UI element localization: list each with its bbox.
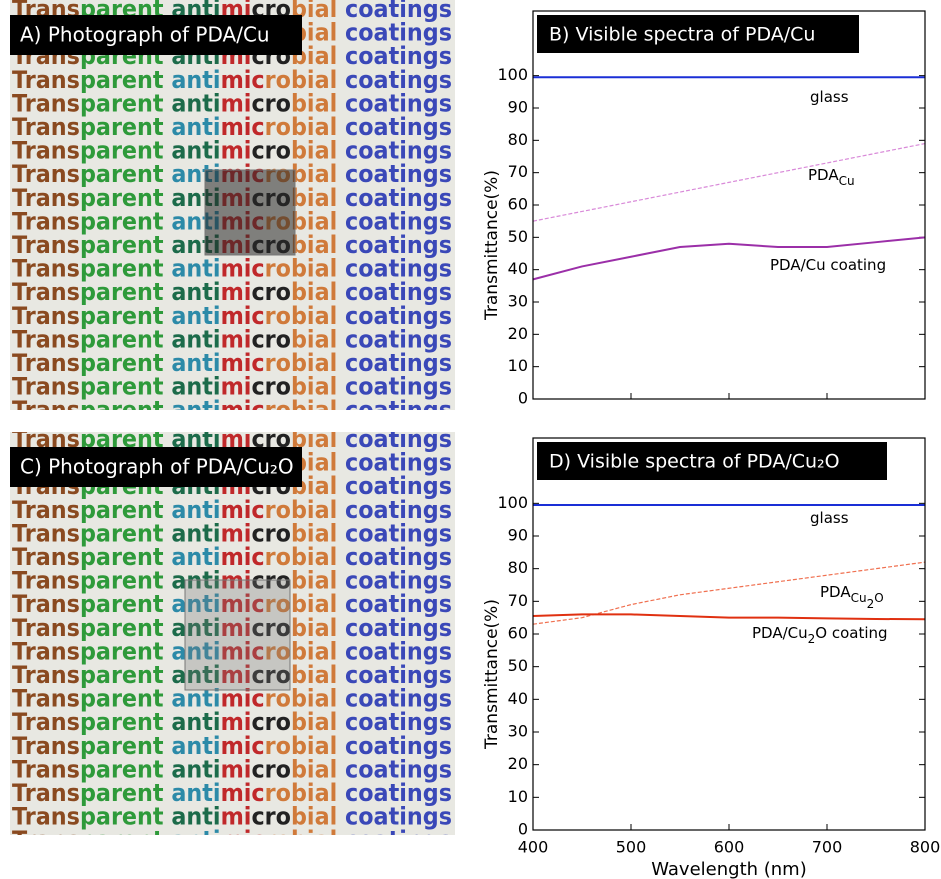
- y-tick-label: 40: [508, 689, 528, 708]
- photo-text-row: Transparent antimicrobial coatings: [12, 779, 452, 807]
- series-label: glass: [810, 88, 849, 106]
- y-tick-label: 90: [508, 526, 528, 545]
- photo-text-row: Transparent antimicrobial coatings: [12, 325, 452, 353]
- photo-text-row: Transparent antimicrobial coatings: [12, 637, 452, 665]
- series-label: glass: [810, 509, 849, 527]
- y-tick-label: 70: [508, 162, 528, 181]
- chart-title: D) Visible spectra of PDA/Cu₂O: [549, 451, 840, 473]
- photo-text-row: Transparent antimicrobial coatings: [12, 755, 452, 783]
- y-tick-label: 50: [508, 227, 528, 246]
- y-tick-label: 80: [508, 558, 528, 577]
- series-label-part: O coating: [815, 624, 887, 642]
- series-label: PDACu: [808, 166, 855, 188]
- photo-text-row: Transparent antimicrobial coatings: [12, 278, 452, 306]
- y-tick-label: 20: [508, 324, 528, 343]
- photo-text-row: Transparent antimicrobial coatings: [12, 614, 452, 642]
- photo-text-row: Transparent antimicrobial coatings: [12, 590, 452, 618]
- chart-title-box: [537, 15, 859, 53]
- y-tick-label: 30: [508, 722, 528, 741]
- y-tick-label: 50: [508, 656, 528, 675]
- chart-title: B) Visible spectra of PDA/Cu: [549, 24, 815, 46]
- photo-text-row: Transparent antimicrobial coatings: [12, 732, 452, 760]
- series-line: [532, 613, 926, 621]
- series-label-part: PDA/Cu: [752, 624, 808, 642]
- plot-frame: [532, 437, 926, 831]
- photo-text-row: Transparent antimicrobial coatings: [12, 708, 452, 736]
- series-label-part: O: [874, 591, 883, 605]
- x-tick-label: 700: [812, 838, 843, 857]
- series-label-part: 2: [867, 597, 875, 611]
- photo-text-row: Transparent antimicrobial coatings: [12, 255, 452, 283]
- photo-text-row: Transparent antimicrobial coatings: [12, 89, 452, 117]
- series-line: [532, 142, 926, 222]
- series-label-part: PDA: [820, 583, 851, 601]
- photo-title: A) Photograph of PDA/Cu: [20, 23, 270, 47]
- photo-text-row: Transparent antimicrobial coatings: [12, 519, 452, 547]
- series-label-part: PDA: [808, 166, 839, 184]
- y-axis-label: Transmittance(%): [482, 599, 502, 750]
- x-tick-label: 600: [714, 838, 745, 857]
- x-tick-label: 800: [910, 838, 941, 857]
- y-tick-label: 100: [497, 493, 528, 512]
- photo-text-row: Transparent antimicrobial coatings: [12, 396, 452, 424]
- photo-title-box: [10, 15, 302, 55]
- y-axis-label: Transmittance(%): [482, 170, 502, 321]
- y-tick-label: 60: [508, 195, 528, 214]
- coated-sample: [184, 579, 291, 691]
- photo: Transparent antimicrobial coatingsTransp…: [12, 0, 452, 424]
- photo-text-row: Transparent antimicrobial coatings: [12, 803, 452, 831]
- chart-title-box: [537, 442, 887, 480]
- photo-title: C) Photograph of PDA/Cu₂O: [20, 455, 294, 479]
- series-label-part: PDA/Cu coating: [770, 256, 886, 274]
- y-tick-label: 20: [508, 754, 528, 773]
- series-label-part: glass: [810, 88, 849, 106]
- series-label-part: Cu: [851, 591, 867, 605]
- photo-text-row: Transparent antimicrobial coatings: [12, 543, 452, 571]
- photo: Transparent antimicrobial coatingsTransp…: [12, 432, 452, 854]
- y-tick-label: 10: [508, 787, 528, 806]
- series-line: [532, 561, 926, 625]
- photo-text-row: Transparent antimicrobial coatings: [12, 137, 452, 165]
- series-label-part: 2: [808, 632, 816, 646]
- y-tick-label: 100: [497, 65, 528, 84]
- photo-background: [10, 432, 455, 835]
- photo-text-row: Transparent antimicrobial coatings: [12, 496, 452, 524]
- series-label-part: glass: [810, 509, 849, 527]
- photo-text-row: Transparent antimicrobial coatings: [12, 66, 452, 94]
- photo-text-row: Transparent antimicrobial coatings: [12, 349, 452, 377]
- y-tick-label: 10: [508, 356, 528, 375]
- y-tick-label: 30: [508, 292, 528, 311]
- photo-text-row: Transparent antimicrobial coatings: [12, 685, 452, 713]
- series-line: [532, 236, 926, 281]
- series-label: PDACu2O: [820, 583, 884, 611]
- y-tick-label: 0: [518, 820, 528, 839]
- photo-title-box: [10, 447, 302, 487]
- y-tick-label: 80: [508, 130, 528, 149]
- photo-text-row: Transparent antimicrobial coatings: [12, 661, 452, 689]
- y-tick-label: 60: [508, 624, 528, 643]
- photo-text-row: Transparent antimicrobial coatings: [12, 826, 452, 854]
- y-tick-label: 90: [508, 98, 528, 117]
- series-label: PDA/Cu coating: [770, 256, 886, 274]
- photo-text-row: Transparent antimicrobial coatings: [12, 373, 452, 401]
- x-axis-label: Wavelength (nm): [651, 859, 807, 879]
- coated-sample: [204, 169, 296, 256]
- series-label-part: Cu: [839, 174, 855, 188]
- y-tick-label: 40: [508, 259, 528, 278]
- x-tick-label: 500: [616, 838, 647, 857]
- x-tick-label: 400: [518, 838, 549, 857]
- photo-text-row: Transparent antimicrobial coatings: [12, 113, 452, 141]
- y-tick-label: 70: [508, 591, 528, 610]
- series-label: PDA/Cu2O coating: [752, 624, 888, 646]
- plot-frame: [532, 10, 926, 400]
- y-tick-label: 0: [518, 389, 528, 408]
- photo-text-row: Transparent antimicrobial coatings: [12, 302, 452, 330]
- photo-text-row: Transparent antimicrobial coatings: [12, 567, 452, 595]
